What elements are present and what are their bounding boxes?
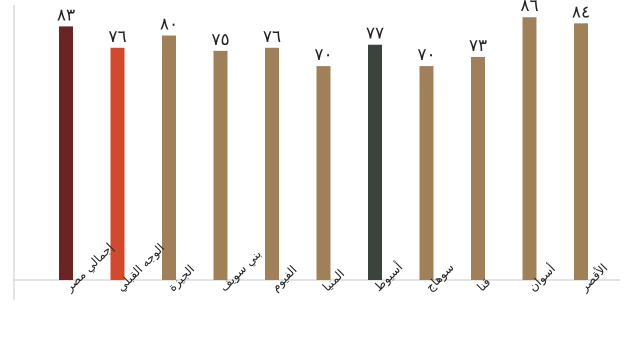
- bar-1: [111, 48, 125, 280]
- value-label-8: ٧٣: [469, 36, 487, 56]
- bar-5: [317, 66, 331, 280]
- bar-7: [420, 66, 434, 280]
- value-label-2: ٨٠: [160, 15, 178, 35]
- bar-3: [214, 51, 228, 280]
- value-label-7: ٧٠: [417, 45, 435, 65]
- value-label-1: ٧٦: [108, 27, 126, 47]
- bar-4: [265, 48, 279, 280]
- value-label-10: ٨٤: [572, 2, 590, 22]
- bar-0: [59, 26, 73, 280]
- value-label-9: ٨٦: [520, 0, 538, 16]
- value-label-3: ٧٥: [211, 30, 229, 50]
- bar-10: [574, 23, 588, 280]
- bar-8: [471, 57, 485, 280]
- value-labels-group: ٨٣ ٧٦ ٨٠ ٧٥ ٧٦ ٧٠ ٧٧ ٧٠ ٧٣ ٨٦ ٨٤: [57, 0, 590, 65]
- value-label-5: ٧٠: [314, 45, 332, 65]
- bar-9: [523, 17, 537, 280]
- bar-2: [162, 36, 176, 280]
- value-label-0: ٨٣: [57, 5, 75, 25]
- value-label-4: ٧٦: [263, 27, 281, 47]
- bar-6: [368, 45, 382, 280]
- value-label-6: ٧٧: [366, 24, 384, 44]
